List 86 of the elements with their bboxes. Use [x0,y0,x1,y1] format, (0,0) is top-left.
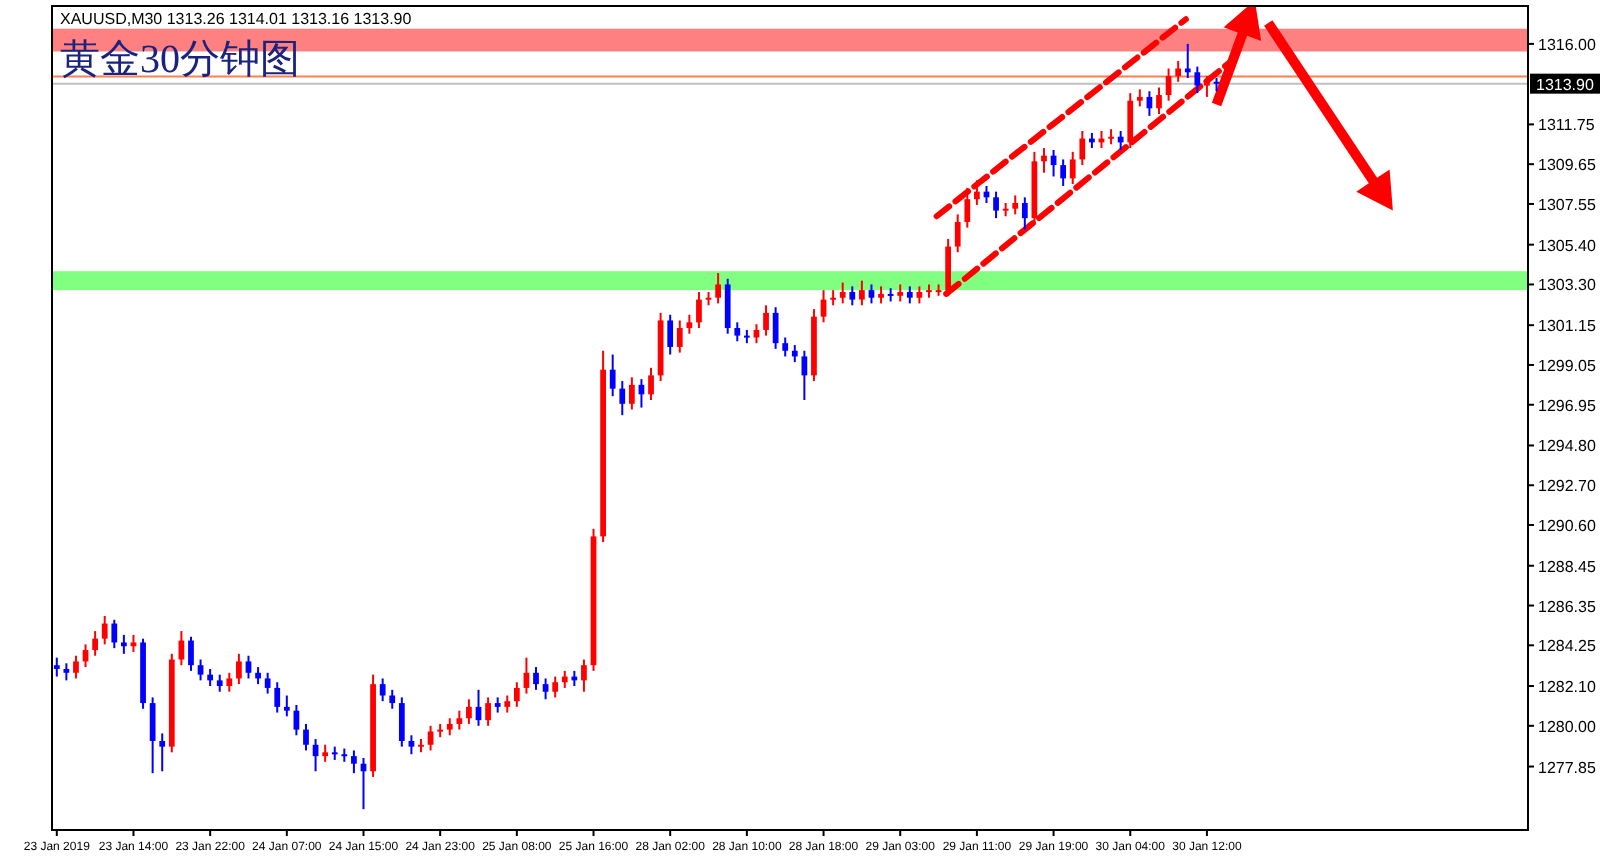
candlestick [676,319,683,354]
ref-line-label: 1313.90 [1536,75,1595,94]
candlestick [715,272,721,305]
candlestick [197,658,204,682]
candlestick [964,186,971,229]
candlestick [236,652,242,686]
candlestick [274,681,281,714]
y-tick-label: 1296.95 [1538,396,1597,415]
y-tick-label: 1290.60 [1538,517,1597,536]
candlestick [1060,158,1067,187]
candlestick [408,734,415,756]
candlestick [101,614,108,646]
y-tick-label: 1284.25 [1538,637,1597,656]
candlestick [782,336,789,358]
candlestick [379,677,386,703]
candlestick [619,380,626,417]
candlestick [945,237,952,297]
candlestick [456,709,463,731]
candlestick [1079,130,1086,167]
candlestick [849,285,856,307]
candlestick [734,321,741,343]
candlestick [1127,92,1134,150]
candlestick [466,698,472,725]
candlestick [667,313,674,356]
candlestick [1204,75,1210,98]
candlestick [686,313,693,335]
candlestick [993,190,999,220]
candlestick [188,635,194,672]
candlestick [533,666,539,691]
candlestick [839,281,846,305]
y-tick-label: 1303.30 [1538,276,1597,295]
y-tick-label: 1309.65 [1538,156,1597,175]
y-tick-label: 1277.85 [1538,758,1597,777]
candlestick [1194,65,1201,95]
y-tick-label: 1307.55 [1538,195,1597,214]
candlestick [427,724,434,752]
candlestick [724,277,731,335]
candlestick [53,656,60,678]
candlestick [245,654,252,680]
candlestick [648,366,654,401]
candlestick [696,291,702,330]
candlestick [73,654,79,680]
candlestick [111,618,118,650]
candlestick [389,688,396,710]
y-tick-label: 1286.35 [1538,597,1597,616]
candlestick [1069,150,1076,186]
y-tick-label: 1299.05 [1538,356,1597,375]
y-tick-label: 1311.75 [1538,116,1596,135]
candlestick [283,694,290,718]
y-tick-label: 1292.70 [1538,477,1597,496]
candlestick [149,696,156,775]
candlestick [1156,86,1162,115]
candlestick [513,681,520,708]
candlestick [609,353,616,398]
candlestick [581,658,587,693]
y-tick-label: 1316.00 [1538,35,1597,54]
y-tick-label: 1288.45 [1538,557,1597,576]
candlestick [974,179,980,206]
candlestick [1041,147,1047,174]
candlestick [159,732,166,773]
candlestick [1117,130,1124,151]
candlestick [542,677,549,701]
y-tick-label: 1301.15 [1538,317,1597,336]
chart-subtitle: XAUUSD,M30 1313.26 1314.01 1313.16 1313.90 [60,10,413,28]
candlestick [398,696,405,748]
text: 黄金30分钟图 [60,38,300,82]
candlestick [303,722,309,752]
y-tick-label: 1282.10 [1538,678,1597,697]
y-tick-label: 1280.00 [1538,717,1597,736]
candlestick [1175,59,1182,83]
candlestick [121,633,127,655]
candlestick [226,671,233,693]
candlestick [954,213,961,254]
candlestick [485,696,491,727]
candlestick [868,283,875,305]
candlestick [552,675,559,699]
candlestick [1012,194,1019,216]
candlestick [859,279,865,307]
candlestick [92,630,99,657]
candlestick [264,671,271,695]
candlestick [628,376,635,411]
candlestick [351,749,357,775]
y-tick-label: 1305.40 [1538,236,1597,255]
candlestick [763,304,769,337]
candlestick [1021,196,1028,231]
y-tick-label: 1294.80 [1538,437,1597,456]
